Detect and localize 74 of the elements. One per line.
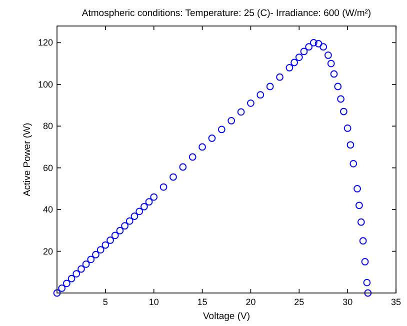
point: [295, 54, 303, 61]
y-tick-label: 120: [38, 38, 53, 48]
point: [96, 246, 104, 254]
point: [179, 163, 187, 171]
point: [305, 43, 313, 51]
point: [344, 124, 352, 132]
y-tick-label: 100: [38, 79, 53, 90]
x-axis-title: Voltage (V): [203, 311, 250, 322]
point: [87, 256, 95, 264]
point: [355, 202, 363, 210]
point: [314, 40, 322, 48]
point: [170, 173, 177, 181]
point: [140, 202, 148, 210]
point: [92, 250, 100, 258]
point: [330, 70, 338, 78]
point: [102, 241, 110, 249]
y-tick-label: 80: [42, 121, 53, 132]
point: [354, 185, 361, 192]
x-tick-label: 20: [246, 297, 256, 307]
point: [327, 60, 335, 68]
point: [208, 134, 216, 142]
point: [337, 95, 344, 103]
point: [361, 258, 369, 266]
x-tick-label: 25: [294, 297, 304, 307]
point: [72, 270, 80, 278]
point: [256, 91, 264, 99]
point: [58, 284, 66, 292]
point: [363, 278, 371, 286]
point: [150, 193, 158, 201]
point: [106, 236, 114, 244]
point: [357, 218, 365, 226]
point: [53, 289, 61, 297]
point: [130, 212, 138, 220]
point: [340, 108, 348, 116]
x-tick-label: 5: [102, 297, 108, 307]
point: [126, 217, 134, 225]
point: [136, 208, 144, 216]
point: [188, 153, 196, 161]
x-tick-label: 30: [342, 297, 353, 307]
x-tick-label: 35: [390, 297, 402, 307]
y-axis-title: Active Power (W): [22, 122, 33, 196]
point: [310, 38, 318, 46]
point: [116, 226, 124, 234]
point: [228, 117, 236, 124]
point: [78, 265, 85, 273]
point: [276, 73, 284, 81]
x-tick-label: 10: [148, 297, 159, 307]
point: [160, 183, 168, 191]
point: [68, 274, 76, 282]
point: [286, 64, 294, 72]
y-tick-label: 60: [42, 162, 53, 173]
x-tick-label: 15: [197, 297, 208, 307]
point: [218, 126, 226, 134]
point: [121, 222, 128, 230]
point: [145, 198, 153, 206]
point: [82, 260, 90, 268]
point: [334, 82, 342, 90]
point: [320, 43, 328, 51]
y-tick-label: 20: [42, 246, 53, 256]
point: [324, 52, 332, 59]
point: [237, 108, 245, 116]
point: [198, 143, 206, 151]
point: [364, 289, 372, 297]
point: [359, 237, 367, 245]
point: [62, 280, 70, 288]
point: [300, 48, 308, 56]
point: [350, 160, 358, 168]
point: [247, 99, 254, 107]
y-tick-label: 40: [42, 204, 53, 215]
point: [266, 82, 274, 90]
point: [290, 58, 298, 66]
point: [111, 232, 119, 240]
chart-title: Atmospheric conditions: Temperature: 25 (C)- Irradiance: 600 (W/m²): [82, 8, 372, 19]
point: [346, 141, 354, 149]
